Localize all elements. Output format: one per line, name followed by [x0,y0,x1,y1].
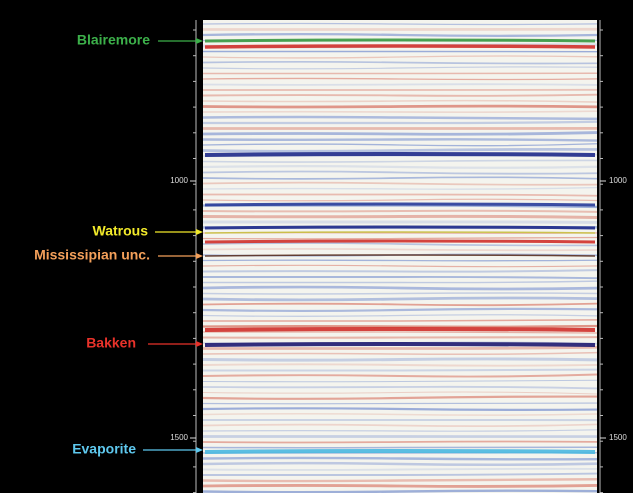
strong-reflector [204,449,596,454]
reflector [202,99,598,103]
strong-reflector [204,44,596,49]
reflector [202,302,598,307]
reflector [202,170,598,175]
seismic-panel [203,20,597,493]
reflector [202,165,598,169]
reflector [202,413,598,416]
reflector [202,407,598,411]
reflector [202,379,598,383]
reflector [202,373,598,378]
reflector [202,22,598,26]
reflector [202,143,598,147]
reflector [202,456,598,461]
reflector [202,423,598,427]
horizon-label: Bakken [86,335,136,351]
reflector [202,385,598,390]
reflector [202,148,598,153]
strong-reflector [204,225,596,230]
horizon-label: Mississipian unc. [34,247,150,263]
tick-label: 1500 [609,433,627,442]
reflectors [202,22,598,493]
reflector [202,104,598,109]
reflector [202,193,598,197]
arrow-head [196,341,203,347]
arrow-head [196,229,203,235]
reflector [202,276,598,280]
reflector [202,363,598,367]
horizon-label: Evaporite [72,441,136,457]
reflector [202,55,598,59]
reflector [202,292,598,295]
reflector [202,472,598,477]
reflector [202,60,598,65]
reflector [202,307,598,313]
reflector [202,236,598,240]
reflector [202,110,598,113]
reflector [202,391,598,395]
reflector [202,368,598,372]
reflector [202,176,598,180]
horizon-label: Watrous [93,223,149,239]
reflector [202,351,598,356]
reflector [202,429,598,432]
reflector [202,402,598,405]
arrow-head [196,447,203,453]
reflector [202,296,598,302]
reflector [202,120,598,125]
reflector [202,285,598,291]
strong-reflector [204,152,596,157]
reflector [202,440,598,444]
reflector [202,138,598,142]
reflector [202,269,598,273]
reflector [202,83,598,86]
strong-reflector [204,202,596,207]
tick-label: 1500 [170,433,188,442]
reflector [202,186,598,190]
reflector [202,77,598,81]
strong-reflector [204,38,596,43]
reflector [202,247,598,252]
reflector [202,314,598,317]
reflector [202,209,598,213]
horizon-label: Blairemore [77,32,150,48]
reflector [202,220,598,224]
reflector [202,467,598,471]
reflector [202,32,598,37]
reflector [202,214,598,219]
reflector [202,461,598,467]
reflector [202,66,598,70]
reflector [202,345,598,350]
arrow-head [196,38,203,44]
reflector [202,331,598,334]
reflector [202,72,598,75]
strong-reflector [204,254,596,257]
reflector [202,131,598,136]
reflector [202,280,598,284]
tick-label: 1000 [170,176,188,185]
reflector [202,357,598,362]
reflector [202,93,598,97]
reflector [202,259,598,262]
reflector [202,242,598,247]
reflector [202,324,598,328]
reflector [202,115,598,121]
reflector [202,264,598,268]
strong-reflector [204,327,596,332]
tick-label: 1000 [609,176,627,185]
reflector [202,336,598,339]
reflector [202,319,598,322]
reflector [202,198,598,202]
reflector [202,395,598,400]
strong-reflector [204,239,596,244]
strong-reflector [204,342,596,347]
reflector [202,478,598,483]
arrow-head [196,253,203,259]
reflector [202,483,598,488]
reflector [202,489,598,493]
strong-reflector [204,231,596,234]
reflector [202,446,598,449]
reflector [202,181,598,186]
reflector [202,159,598,163]
